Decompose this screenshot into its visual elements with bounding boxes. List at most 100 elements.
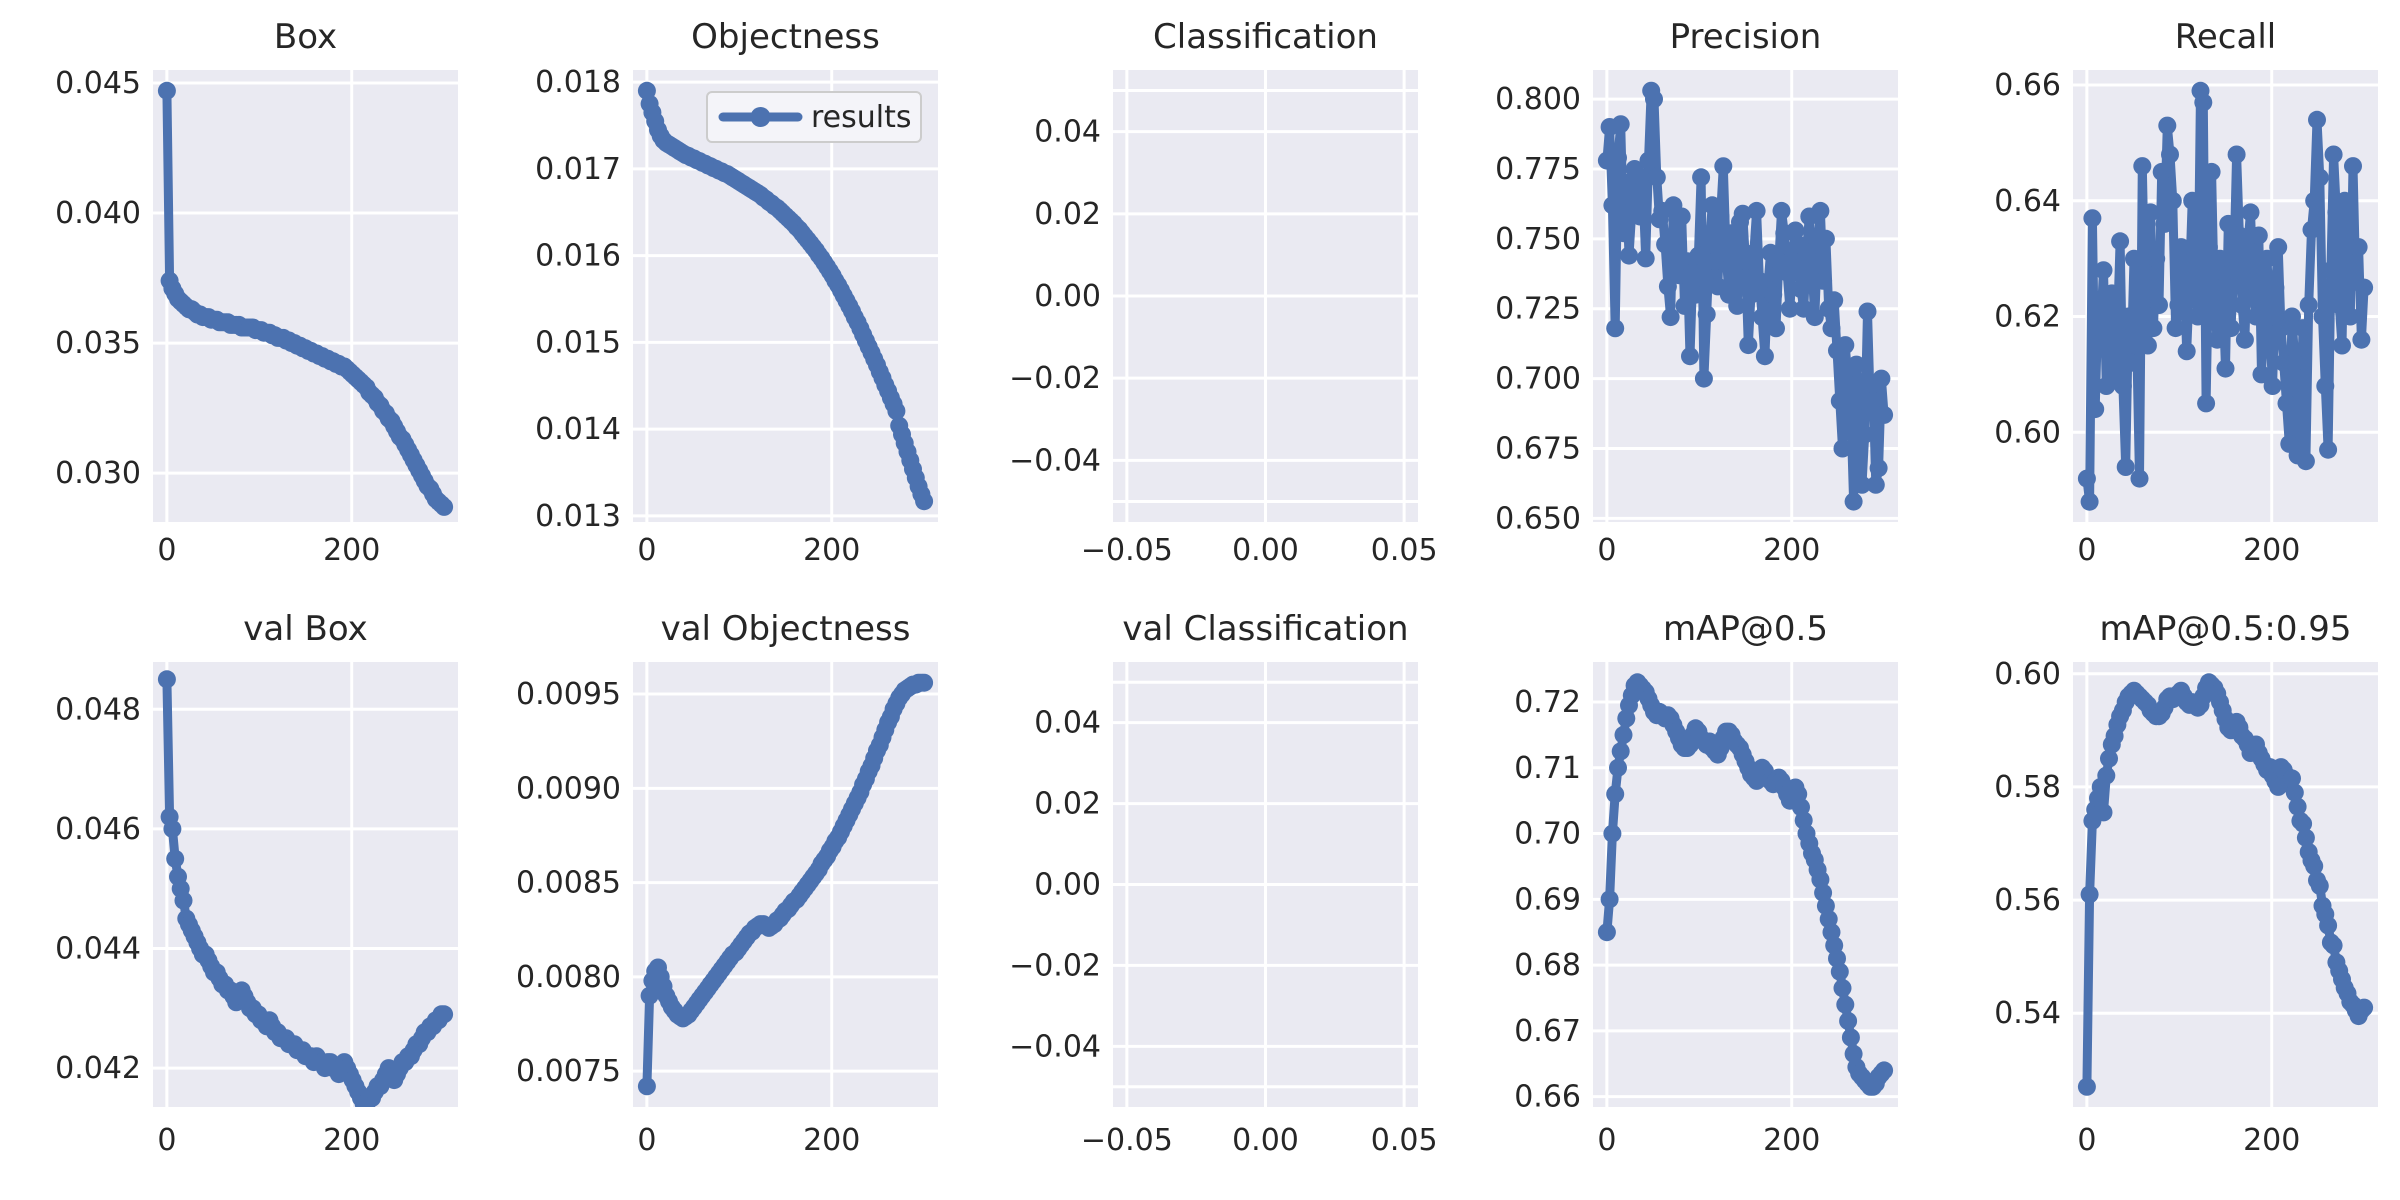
data-point-marker	[2283, 769, 2301, 788]
data-point-marker	[1816, 229, 1835, 248]
y-tick-label: 0.750	[1495, 222, 1581, 257]
subplot-val-objectness: 0 200 0.0075 0.0080 0.0085 0.0090 0.0095 val Ob…	[480, 600, 960, 1200]
data-point-marker	[2147, 249, 2166, 268]
y-tick-label: 0.035	[55, 326, 141, 361]
y-tick-label: 0.00	[1034, 868, 1101, 903]
data-point-marker	[2080, 492, 2099, 511]
data-point-marker	[2222, 319, 2240, 338]
data-point-marker	[2224, 261, 2243, 280]
y-tick-label: 0.60	[1994, 415, 2061, 450]
y-tick-label: 0.013	[535, 499, 621, 534]
chart-title: val Classification	[1122, 609, 1408, 649]
data-point-marker	[1658, 277, 1677, 296]
y-tick-label: 0.046	[55, 812, 141, 847]
data-point-marker	[1783, 252, 1802, 271]
data-point-marker	[2255, 296, 2274, 314]
data-point-marker	[2133, 157, 2152, 176]
data-point-marker	[2244, 272, 2263, 291]
y-tick-label: 0.775	[1495, 152, 1581, 187]
data-point-marker	[1755, 347, 1774, 366]
y-tick-label: 0.044	[55, 931, 141, 966]
data-point-marker	[1830, 962, 1849, 981]
data-point-marker	[2252, 365, 2271, 384]
data-point-marker	[2083, 209, 2102, 228]
data-point-marker	[2119, 307, 2138, 326]
data-point-marker	[1855, 425, 1874, 444]
data-point-marker	[1836, 995, 1855, 1014]
data-point-marker	[2277, 394, 2296, 413]
data-point-marker	[1606, 319, 1625, 338]
y-tick-label: 0.71	[1514, 751, 1581, 786]
data-point-marker	[2077, 1077, 2096, 1096]
data-point-marker	[2197, 394, 2216, 413]
y-tick-label: −0.04	[1009, 443, 1101, 478]
data-point-marker	[887, 402, 906, 420]
x-tick-label: 0	[2077, 533, 2096, 568]
data-point-marker	[1692, 168, 1711, 187]
data-point-marker	[2188, 307, 2207, 326]
plot-canvas: 0 200 0.54 0.56 0.58 0.60 mAP@0.5:0.95	[1994, 609, 2378, 1158]
data-point-marker	[435, 497, 454, 516]
axes-background	[153, 662, 458, 1107]
y-tick-label: 0.016	[535, 239, 621, 274]
data-point-marker	[1689, 246, 1708, 265]
subplot-val-box: 0 200 0.042 0.044 0.046 0.048 val Box	[0, 600, 480, 1200]
x-tick-label: 200	[803, 1123, 860, 1158]
chart-title: val Box	[243, 609, 367, 649]
data-point-marker	[2294, 814, 2313, 833]
data-point-marker	[2102, 284, 2121, 303]
plot-canvas: 0 200 0.013 0.014 0.015 0.016 0.017 0.018 Object…	[535, 17, 938, 568]
data-point-marker	[2097, 766, 2116, 785]
data-point-marker	[1606, 785, 1625, 804]
data-point-marker	[1767, 319, 1785, 338]
y-tick-label: 0.58	[1994, 770, 2061, 805]
data-point-marker	[2180, 272, 2199, 291]
data-point-marker	[2155, 214, 2174, 233]
data-point-marker	[1780, 299, 1799, 318]
series-results	[2077, 81, 2374, 511]
y-tick-label: 0.0080	[516, 960, 621, 995]
x-tick-label: 0	[157, 1123, 176, 1158]
data-point-marker	[2183, 191, 2202, 210]
data-point-marker	[2233, 296, 2252, 314]
data-point-marker	[2089, 296, 2107, 314]
chart-title: Recall	[2175, 17, 2276, 57]
y-tick-label: 0.62	[1994, 300, 2061, 335]
data-point-marker	[2283, 307, 2301, 326]
y-tick-label: 0.725	[1495, 292, 1581, 327]
data-point-marker	[2152, 162, 2171, 181]
data-point-marker	[2122, 353, 2141, 372]
plot-canvas: 0 200 0.042 0.044 0.046 0.048 val Box	[55, 609, 458, 1158]
data-point-marker	[1700, 235, 1719, 254]
data-point-marker	[2319, 916, 2338, 935]
y-tick-label: 0.67	[1514, 1014, 1581, 1049]
data-point-marker	[2100, 749, 2118, 768]
chart-title: Box	[274, 17, 337, 57]
subplot-precision: 0 200 0.650 0.675 0.700 0.725 0.750 0.775 0.800 P…	[1440, 0, 1920, 600]
data-point-marker	[1672, 207, 1691, 226]
data-point-marker	[2321, 261, 2340, 280]
x-tick-label: −0.05	[1081, 1123, 1173, 1158]
data-point-marker	[1661, 308, 1680, 327]
data-point-marker	[1772, 201, 1791, 220]
data-point-marker	[1714, 157, 1733, 176]
data-point-marker	[1866, 475, 1885, 494]
data-point-marker	[2241, 203, 2260, 222]
data-point-marker	[1764, 285, 1783, 304]
data-point-marker	[2144, 319, 2163, 338]
data-point-marker	[1844, 492, 1863, 511]
data-point-marker	[2305, 857, 2324, 876]
data-point-marker	[1639, 151, 1658, 170]
data-point-marker	[2100, 336, 2118, 355]
data-point-marker	[1645, 90, 1663, 109]
data-point-marker	[1600, 890, 1619, 909]
plot-canvas: 0 200 0.60 0.62 0.64 0.66 Recall	[1994, 17, 2378, 568]
legend-label: results	[811, 100, 912, 135]
data-point-marker	[1711, 207, 1730, 226]
data-point-marker	[1792, 280, 1810, 299]
data-point-marker	[2352, 330, 2371, 349]
data-point-marker	[2355, 278, 2374, 297]
x-tick-label: 200	[2243, 1123, 2300, 1158]
x-tick-label: 0	[157, 533, 176, 568]
data-point-marker	[915, 492, 934, 511]
